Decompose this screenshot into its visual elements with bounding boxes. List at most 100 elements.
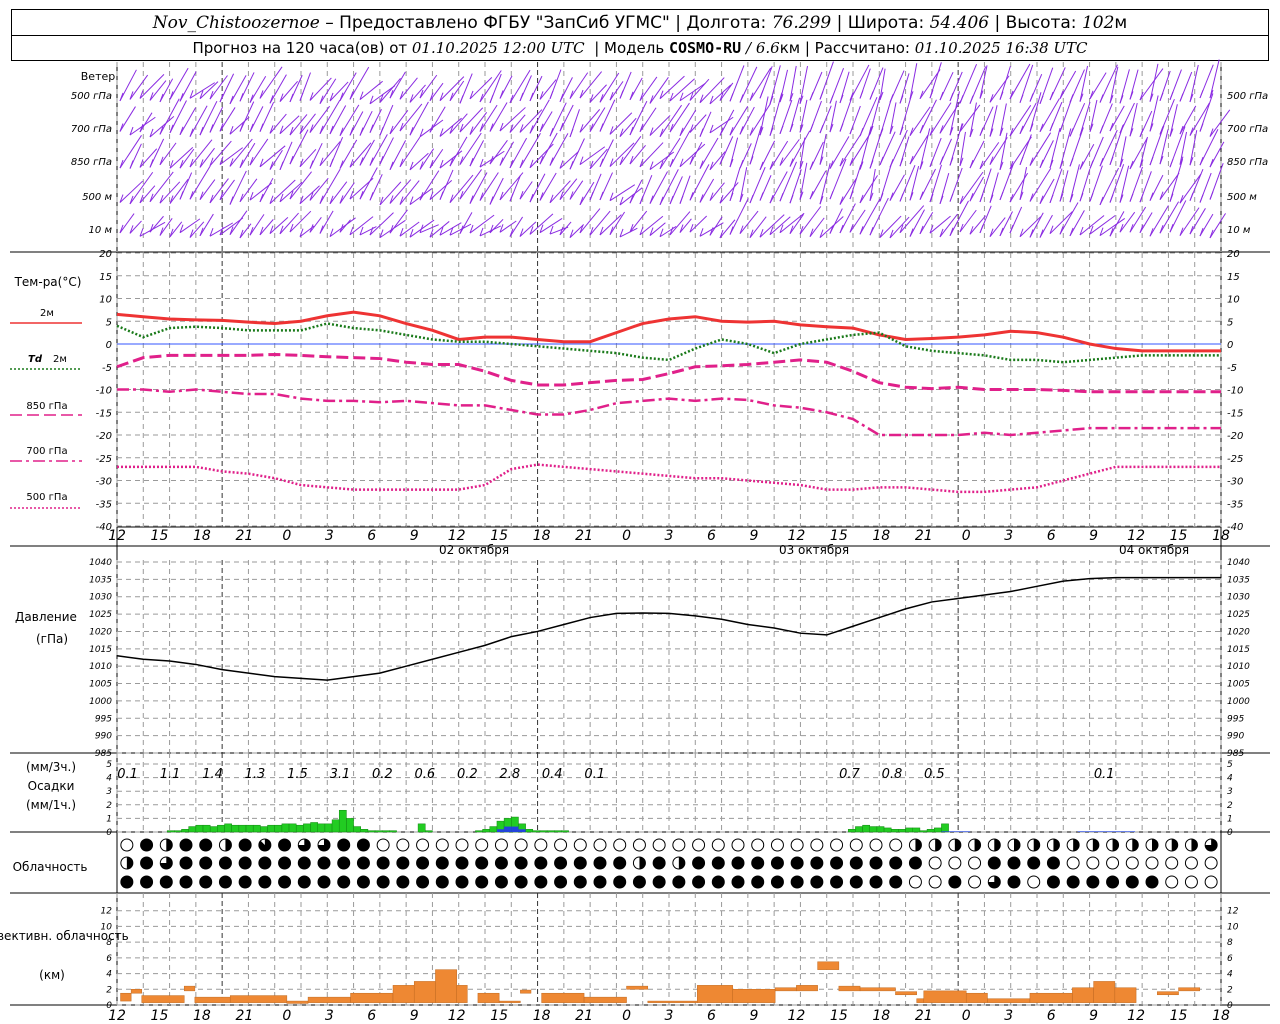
wind-barb-flag <box>119 123 124 132</box>
wind-barb-flag <box>489 224 494 234</box>
wind-barb-flag <box>679 127 684 136</box>
wind-barb-flag <box>349 127 354 136</box>
wind-barb-flag <box>949 193 954 202</box>
wind-barb-flag <box>1149 123 1154 132</box>
wind-barb-flag <box>629 223 634 233</box>
conv-tick-right: 0 <box>1227 1001 1233 1011</box>
wind-barb <box>769 92 783 136</box>
cloud-fill-full <box>554 876 567 888</box>
hour-label: 6 <box>367 528 376 544</box>
wind-level-right: 10 м <box>1227 225 1251 236</box>
wind-barb-flag <box>1169 91 1174 101</box>
day-label: 03 октября <box>779 543 849 557</box>
wind-barb-flag <box>469 157 474 167</box>
wind-barb-flag <box>929 193 934 203</box>
cloud-symbol <box>1184 856 1198 870</box>
wind-barb <box>229 170 247 205</box>
wind-barb-flag <box>589 191 594 201</box>
wind-barb-flag <box>609 91 614 101</box>
wind-barb-flag <box>699 94 704 103</box>
wind-barb-flag <box>789 92 794 102</box>
wind-barb-flag <box>919 161 924 170</box>
wind-barb-flag <box>229 95 234 105</box>
wind-barb <box>609 81 624 101</box>
hour-label-bottom: 6 <box>1047 1008 1056 1024</box>
rain-bar <box>905 827 913 833</box>
wind-barb-flag <box>359 157 364 166</box>
model-resolution-unit: км <box>779 39 801 57</box>
wind-barb <box>119 180 144 203</box>
wind-barb <box>349 142 372 168</box>
wind-barb <box>839 178 857 205</box>
hour-label: 3 <box>1004 528 1013 544</box>
wind-barb-flag <box>419 191 424 201</box>
wind-barb-flag <box>999 191 1004 201</box>
day-label: 04 октября <box>1119 543 1189 557</box>
wind-barb <box>439 117 462 137</box>
wind-barb <box>429 148 444 169</box>
conv-bar <box>895 991 917 996</box>
wind-barb-flag <box>239 193 244 203</box>
wind-barb <box>309 77 332 101</box>
wind-barb <box>1129 137 1148 170</box>
wind-barb <box>359 226 377 236</box>
forecast-prefix: Прогноз на 120 часа(ов) от <box>192 39 408 57</box>
wind-barb-flag <box>939 195 944 205</box>
pres-tick-right: 1025 <box>1227 610 1250 620</box>
wind-barb-flag <box>199 191 204 200</box>
pres-tick-left: 1010 <box>89 662 112 672</box>
wind-barb <box>579 71 603 99</box>
cloud-fill-part <box>1132 839 1139 851</box>
wind-barb-flag <box>569 191 574 200</box>
wind-barb <box>389 179 412 204</box>
precip-total-label: 0.7 <box>839 767 860 782</box>
wind-barb <box>459 169 482 200</box>
wind-barb-flag <box>1039 123 1044 132</box>
wind-barb-flag <box>919 90 924 99</box>
cloud-symbol <box>968 856 982 870</box>
hour-label: 18 <box>533 528 551 544</box>
model-name: COSMO-RU <box>668 39 742 57</box>
wind-barb <box>1059 170 1069 202</box>
wind-barb <box>239 72 255 102</box>
rain-bar <box>389 830 397 833</box>
wind-barb-flag <box>949 127 954 136</box>
temp-tick-right: -25 <box>1227 454 1243 465</box>
wind-barb <box>319 168 341 204</box>
conv-bar <box>916 998 925 1003</box>
precip-total-label: 0.8 <box>882 767 903 782</box>
wind-barb-flag <box>449 92 454 101</box>
wind-barb <box>399 136 421 168</box>
wind-barb-flag <box>559 191 564 200</box>
wind-barb-flag <box>449 157 454 167</box>
cloud-symbol <box>1125 856 1139 870</box>
wind-barb-flag <box>849 157 854 166</box>
wind-barb <box>719 109 735 136</box>
wind-barb <box>219 179 235 201</box>
wind-barb <box>919 128 931 170</box>
wind-barb-flag <box>619 156 624 166</box>
hour-label-bottom: 3 <box>325 1008 334 1024</box>
cloud-symbol <box>1165 875 1179 889</box>
wind-barb-flag <box>779 93 784 103</box>
cloud-symbol <box>475 838 489 852</box>
wind-barb-flag <box>259 90 264 99</box>
wind-barb <box>339 72 357 101</box>
wind-barb <box>259 66 283 99</box>
wind-barb <box>539 172 557 201</box>
wind-barb-flag <box>1149 156 1154 166</box>
hour-label-bottom: 15 <box>1170 1008 1188 1024</box>
wind-barb-flag <box>809 228 814 237</box>
wind-level-left: 700 гПа <box>71 124 112 135</box>
wind-barb <box>1089 215 1116 235</box>
wind-barb-flag <box>989 194 994 203</box>
wind-barb-flag <box>1059 226 1064 235</box>
wind-barb <box>929 215 951 234</box>
cloud-fill-full <box>889 876 902 888</box>
wind-barb-flag <box>119 159 124 169</box>
wind-barb <box>1179 207 1200 236</box>
wind-barb-flag <box>669 123 674 133</box>
hour-label-bottom: 3 <box>1004 1008 1013 1024</box>
wind-barb-flag <box>519 228 524 237</box>
conv-bar <box>965 992 988 1003</box>
